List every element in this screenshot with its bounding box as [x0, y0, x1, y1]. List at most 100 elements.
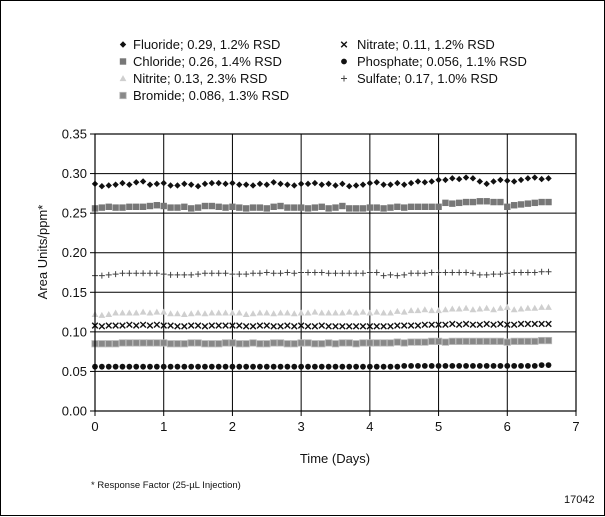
data-point [221, 339, 230, 347]
data-point [140, 270, 147, 277]
data-point [98, 311, 106, 318]
data-point [400, 308, 408, 315]
data-point [476, 198, 483, 205]
data-point [256, 322, 264, 329]
data-point [174, 310, 181, 317]
data-point [215, 179, 222, 187]
data-point [125, 309, 133, 316]
data-point [125, 339, 133, 347]
data-point [311, 323, 319, 330]
data-point [407, 203, 415, 211]
x-tick-label: 6 [504, 419, 511, 434]
data-point [490, 198, 497, 206]
data-point [277, 323, 284, 330]
data-point [98, 272, 105, 279]
data-point [256, 309, 264, 316]
data-point [297, 204, 305, 211]
data-point [476, 271, 483, 278]
x-axis-title: Time (Days) [300, 451, 370, 466]
legend-item: Phosphate; 0.056, 1.1% RSD [341, 54, 527, 69]
data-point [538, 175, 545, 183]
data-point [318, 322, 326, 329]
data-point [476, 178, 483, 185]
data-point [153, 339, 161, 347]
data-point [305, 363, 311, 370]
data-point [291, 182, 298, 189]
data-point [339, 363, 346, 370]
data-point [497, 320, 504, 328]
data-point [277, 309, 284, 316]
data-point [284, 181, 291, 188]
series-7 [92, 268, 552, 279]
data-point [180, 340, 188, 348]
data-point [188, 363, 195, 370]
data-point [524, 337, 532, 345]
data-point [276, 339, 285, 347]
footnote: * Response Factor (25-µL Injection) [91, 480, 241, 491]
data-point [449, 362, 456, 369]
data-point [503, 321, 511, 329]
data-point [442, 269, 449, 276]
data-point [105, 311, 113, 318]
data-point [194, 183, 202, 190]
data-point [105, 340, 113, 348]
legend-label: Phosphate; 0.056, 1.1% RSD [357, 54, 527, 69]
data-point [469, 270, 476, 277]
data-point [510, 202, 518, 209]
data-point [408, 270, 415, 277]
data-point [393, 307, 401, 314]
data-point [105, 271, 112, 278]
legend-label: Bromide; 0.086, 1.3% RSD [133, 88, 289, 103]
data-point [153, 321, 161, 329]
data-point [359, 308, 367, 315]
x-tick-label: 4 [366, 419, 373, 434]
data-point [140, 363, 147, 370]
data-point [222, 322, 229, 329]
y-tick-label: 0.30 [62, 166, 87, 181]
data-point [435, 176, 442, 184]
data-point [167, 182, 174, 189]
data-point [105, 322, 113, 329]
data-point [139, 321, 147, 329]
data-point [332, 270, 339, 277]
axis-ticks: 0.00 0.05 0.10 0.15 0.20 0.25 0.30 0.35 0 1 2 3 4 5 6 7 [62, 127, 580, 435]
data-point [421, 306, 429, 313]
data-point [180, 311, 188, 318]
data-point [414, 338, 422, 346]
data-point [366, 179, 374, 187]
data-point [215, 309, 223, 316]
data-point [119, 322, 126, 329]
data-point [133, 203, 140, 211]
data-point [497, 304, 504, 311]
data-point [105, 182, 112, 189]
series-6 [92, 362, 552, 370]
data-point [503, 303, 511, 310]
data-point [277, 180, 284, 188]
data-point [435, 321, 442, 329]
data-point [449, 200, 456, 207]
data-point [284, 309, 291, 316]
data-point [105, 203, 112, 211]
legend-item: Nitrite; 0.13, 2.3% RSD [119, 71, 267, 86]
data-point [112, 322, 119, 329]
data-point [112, 181, 119, 188]
data-point [132, 322, 140, 329]
data-point [284, 204, 291, 211]
data-point [517, 337, 525, 345]
data-point [146, 202, 154, 210]
data-point [208, 322, 216, 329]
data-point [187, 339, 195, 347]
data-point [297, 309, 305, 316]
data-point [497, 176, 504, 184]
data-point [126, 181, 133, 188]
data-point [270, 323, 277, 330]
data-point [229, 271, 236, 278]
data-point [380, 205, 387, 212]
data-point [510, 306, 518, 313]
data-point [531, 337, 539, 345]
data-point [538, 198, 545, 206]
data-point [511, 362, 518, 369]
data-point [298, 269, 305, 276]
data-point [173, 340, 182, 348]
data-point [538, 320, 545, 328]
